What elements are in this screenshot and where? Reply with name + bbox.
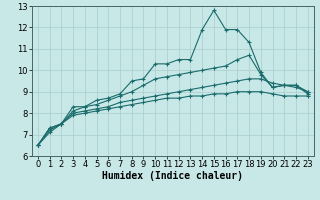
X-axis label: Humidex (Indice chaleur): Humidex (Indice chaleur): [102, 171, 243, 181]
